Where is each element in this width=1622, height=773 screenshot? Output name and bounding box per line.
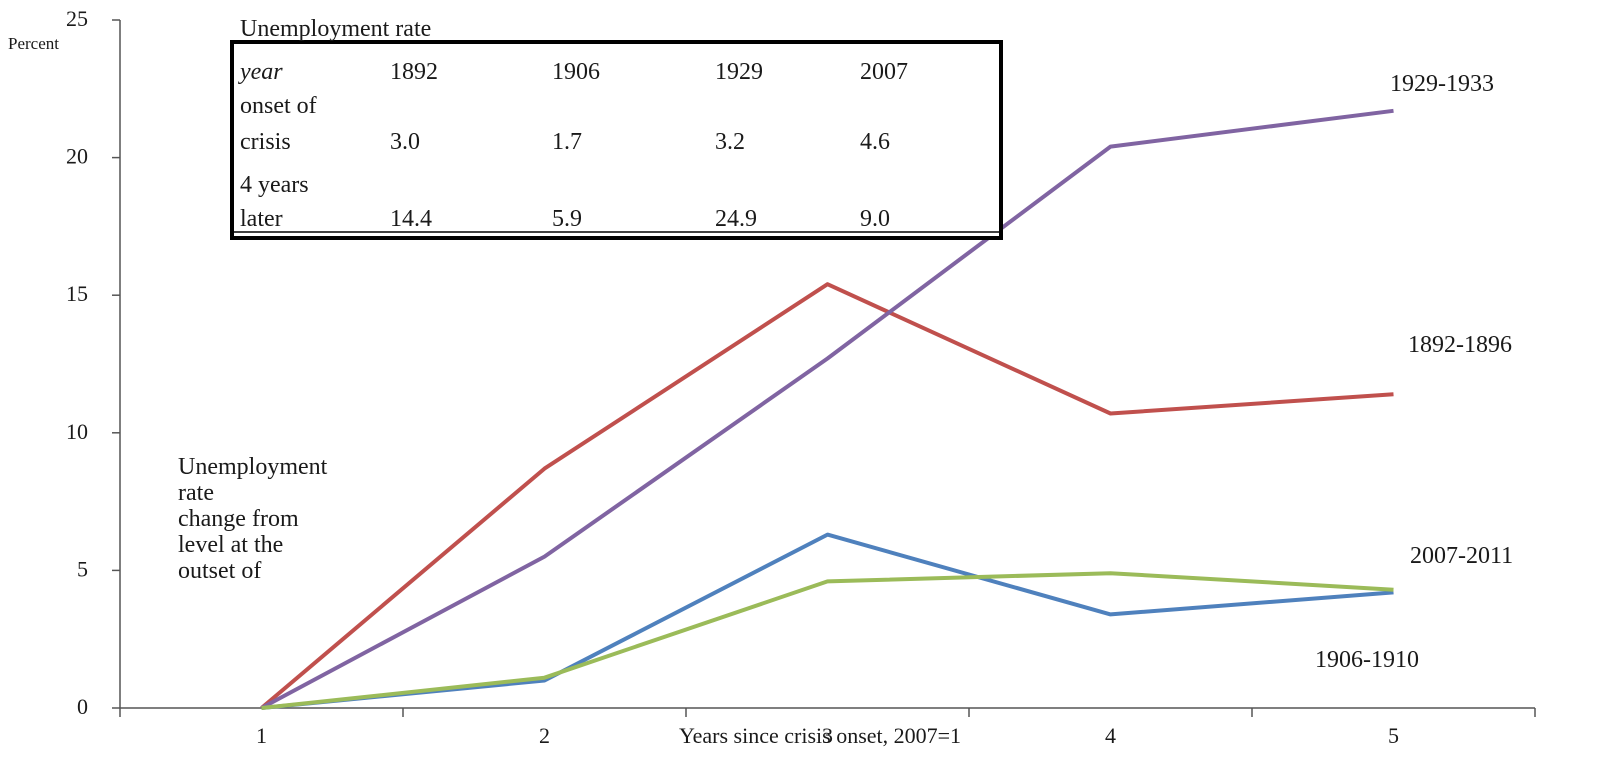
inset-table-cell: 3.0 [390,129,420,155]
inset-table-cell: year [238,59,283,85]
annotation-line: outset of [178,558,261,584]
annotation-line: Unemployment [178,454,328,480]
y-tick-label: 15 [66,281,88,306]
inset-table-cell: 2007 [860,59,908,85]
inset-table-cell: 4.6 [860,129,890,155]
series-labels: 1892-1896 1906-1910 1929-1933 2007-2011 [1315,71,1513,673]
x-tick-label: 1 [256,723,267,748]
inset-table-cell: 14.4 [390,206,432,232]
inset-table-cell: 3.2 [715,129,745,155]
series-label: 2007-2011 [1410,543,1513,569]
inset-table-cell: 5.9 [552,206,582,232]
annotation-line: level at the [178,532,283,558]
y-axis-unit-label: Percent [8,34,59,53]
y-tick-label: 10 [66,419,88,444]
inset-table-title: Unemployment rate [240,16,431,42]
annotation-line: rate [178,480,214,506]
inset-table-cell: 1906 [552,59,600,85]
inset-table-cell: 24.9 [715,206,757,232]
x-tick-label: 2 [539,723,550,748]
series-label: 1906-1910 [1315,647,1419,673]
series-label: 1929-1933 [1390,71,1494,97]
y-tick-label: 20 [66,144,88,169]
inset-table-cell: 1929 [715,59,763,85]
x-tick-label: 5 [1388,723,1399,748]
y-tick-label: 5 [77,556,88,581]
inset-table-cell: onset of [240,93,317,119]
inset-table-cell: 1892 [390,59,438,85]
inset-table: Unemployment rate year 1892 1906 1929 2007 ons… [230,16,1003,240]
inset-table-frame [230,40,1003,240]
series-line-1892-1896 [260,282,1394,710]
series-line-2007-2011 [261,571,1394,710]
series-line-1906-1910 [261,532,1394,710]
series-label: 1892-1896 [1408,332,1512,358]
inset-table-cell: crisis [240,129,291,155]
inset-table-cell: 1.7 [552,129,582,155]
inset-table-cell: 9.0 [860,206,890,232]
inset-table-cell: later [240,206,283,232]
axes: 0 5 10 15 20 25 Percent 1 2 3 4 5 Years since crisis… [8,6,1536,748]
annotation-line: change from [178,506,299,532]
x-axis-title: Years since crisis onset, 2007=1 [679,723,961,748]
y-tick-label: 0 [77,694,88,719]
y-tick-label: 25 [66,6,88,31]
series-line-1929-1933 [260,108,1394,710]
x-tick-label: 3 [822,723,833,748]
series-lines [260,108,1394,710]
x-tick-label: 4 [1105,723,1116,748]
inset-table-cell: 4 years [240,172,309,198]
